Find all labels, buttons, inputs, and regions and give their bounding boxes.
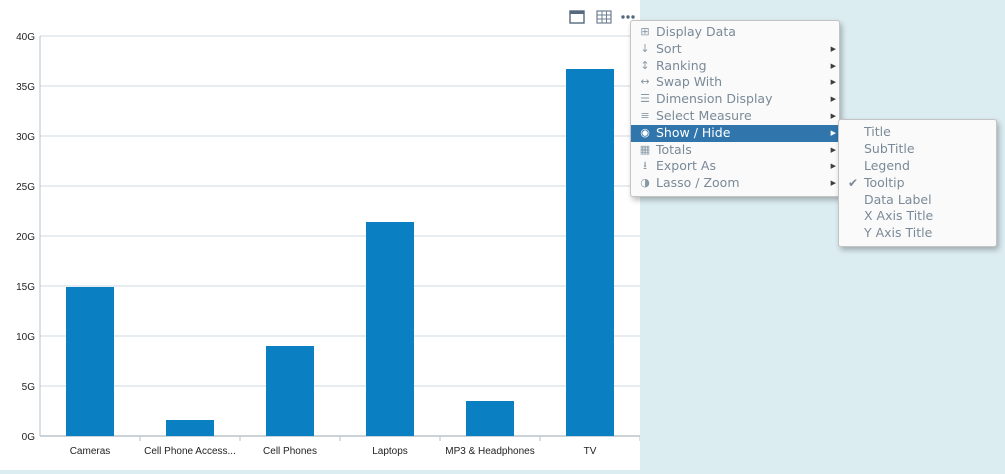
download-icon: ⭳ bbox=[643, 159, 647, 173]
menu-item-label: Display Data bbox=[656, 24, 736, 39]
bar[interactable] bbox=[466, 401, 514, 436]
x-tick-label: Cell Phones bbox=[263, 446, 317, 457]
bar[interactable] bbox=[366, 222, 414, 436]
x-tick-label: TV bbox=[584, 446, 597, 457]
bar[interactable] bbox=[266, 346, 314, 436]
menu-item-lasso-zoom[interactable]: ◑ Lasso / Zoom ▶ bbox=[631, 175, 839, 192]
submenu-item-label: Data Label bbox=[864, 191, 932, 207]
submenu-item-data-label[interactable]: Data Label bbox=[839, 192, 996, 209]
list-icon: ☰ bbox=[640, 92, 650, 106]
y-tick-label: 25G bbox=[16, 182, 35, 193]
chevron-right-icon: ▶ bbox=[830, 111, 836, 120]
bar[interactable] bbox=[66, 287, 114, 436]
submenu-item-label: SubTitle bbox=[864, 140, 915, 156]
submenu-item-tooltip[interactable]: ✔ Tooltip bbox=[839, 175, 996, 192]
menu-item-label: Select Measure bbox=[656, 107, 752, 123]
contrast-icon: ◑ bbox=[640, 176, 650, 190]
y-tick-label: 15G bbox=[16, 282, 35, 293]
chevron-right-icon: ▶ bbox=[830, 44, 836, 53]
chart-context-menu: ⊞ Display Data ↓ Sort ▶ ↕ Ranking ▶ ↔ Swap With ▶ ☰… bbox=[630, 20, 840, 197]
y-tick-label: 30G bbox=[16, 132, 35, 143]
menu-item-label: Export As bbox=[656, 158, 716, 174]
bar[interactable] bbox=[166, 420, 214, 436]
menu-item-dimension-display[interactable]: ☰ Dimension Display ▶ bbox=[631, 91, 839, 108]
chevron-right-icon: ▶ bbox=[830, 145, 836, 154]
chevron-right-icon: ▶ bbox=[830, 95, 836, 104]
y-tick-label: 20G bbox=[16, 232, 35, 243]
window-icon[interactable] bbox=[568, 8, 586, 26]
chevron-right-icon: ▶ bbox=[830, 162, 836, 171]
ranking-icon: ↕ bbox=[640, 58, 650, 72]
eye-icon: ◉ bbox=[640, 125, 650, 139]
submenu-item-label: Legend bbox=[864, 157, 910, 173]
menu-item-label: Sort bbox=[656, 40, 682, 56]
menu-item-label: Ranking bbox=[656, 57, 707, 73]
y-tick-label: 35G bbox=[16, 82, 35, 93]
menu-item-ranking[interactable]: ↕ Ranking ▶ bbox=[631, 58, 839, 75]
menu-item-label: Totals bbox=[656, 141, 692, 157]
bar[interactable] bbox=[566, 69, 614, 436]
submenu-item-label: Tooltip bbox=[864, 174, 905, 190]
menu-item-display-data[interactable]: ⊞ Display Data bbox=[631, 24, 839, 41]
menu-item-totals[interactable]: ▦ Totals ▶ bbox=[631, 142, 839, 159]
swap-icon: ↔ bbox=[640, 75, 650, 89]
sort-icon: ↓ bbox=[640, 41, 650, 55]
bar-chart: 0G 5G 10G 15G 20G 25G 30G 35G 40G Cameras Cell Pho… bbox=[16, 32, 641, 457]
submenu-item-title[interactable]: Title bbox=[839, 124, 996, 141]
menu-item-swap-with[interactable]: ↔ Swap With ▶ bbox=[631, 74, 839, 91]
x-tick-label: MP3 & Headphones bbox=[445, 446, 535, 457]
x-tick-label: Laptops bbox=[372, 446, 408, 457]
submenu-item-label: Title bbox=[864, 124, 891, 139]
submenu-item-subtitle[interactable]: SubTitle bbox=[839, 141, 996, 158]
chevron-right-icon: ▶ bbox=[830, 61, 836, 70]
menu-item-label: Lasso / Zoom bbox=[656, 175, 740, 191]
x-tick-label: Cell Phone Access... bbox=[144, 446, 236, 457]
y-tick-label: 40G bbox=[16, 32, 35, 43]
submenu-item-x-axis-title[interactable]: X Axis Title bbox=[839, 208, 996, 225]
chevron-right-icon: ▶ bbox=[830, 78, 836, 87]
checkmark-icon: ✔ bbox=[848, 175, 859, 190]
totals-icon: ▦ bbox=[639, 142, 651, 156]
table-icon[interactable] bbox=[595, 8, 613, 26]
more-icon[interactable] bbox=[619, 8, 637, 26]
submenu-item-y-axis-title[interactable]: Y Axis Title bbox=[839, 225, 996, 242]
menu-item-export-as[interactable]: ⭳ Export As ▶ bbox=[631, 158, 839, 175]
submenu-item-label: Y Axis Title bbox=[864, 225, 933, 241]
menu-item-label: Swap With bbox=[656, 74, 723, 90]
menu-lines-icon: ≡ bbox=[640, 108, 650, 122]
x-tick-label: Cameras bbox=[70, 446, 111, 457]
show-hide-submenu: Title SubTitle Legend ✔ Tooltip Data Label X A… bbox=[838, 119, 997, 248]
chevron-right-icon: ▶ bbox=[830, 128, 836, 137]
menu-item-show-hide[interactable]: ◉ Show / Hide ▶ bbox=[631, 124, 839, 142]
chevron-right-icon: ▶ bbox=[830, 179, 836, 188]
menu-item-label: Dimension Display bbox=[656, 91, 773, 107]
y-tick-label: 0G bbox=[22, 432, 36, 443]
submenu-item-label: X Axis Title bbox=[864, 208, 934, 224]
grid-icon: ⊞ bbox=[640, 25, 650, 38]
menu-item-sort[interactable]: ↓ Sort ▶ bbox=[631, 41, 839, 58]
chart-panel: 0G 5G 10G 15G 20G 25G 30G 35G 40G Cameras Cell Pho… bbox=[0, 0, 641, 470]
y-tick-label: 5G bbox=[22, 382, 36, 393]
submenu-item-legend[interactable]: Legend bbox=[839, 158, 996, 175]
menu-item-label: Show / Hide bbox=[656, 124, 731, 140]
y-tick-label: 10G bbox=[16, 332, 35, 343]
menu-item-select-measure[interactable]: ≡ Select Measure ▶ bbox=[631, 108, 839, 125]
